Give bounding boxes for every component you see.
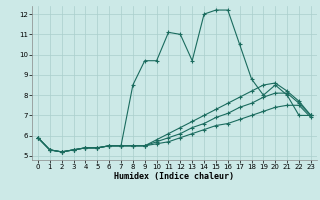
X-axis label: Humidex (Indice chaleur): Humidex (Indice chaleur): [115, 172, 234, 181]
